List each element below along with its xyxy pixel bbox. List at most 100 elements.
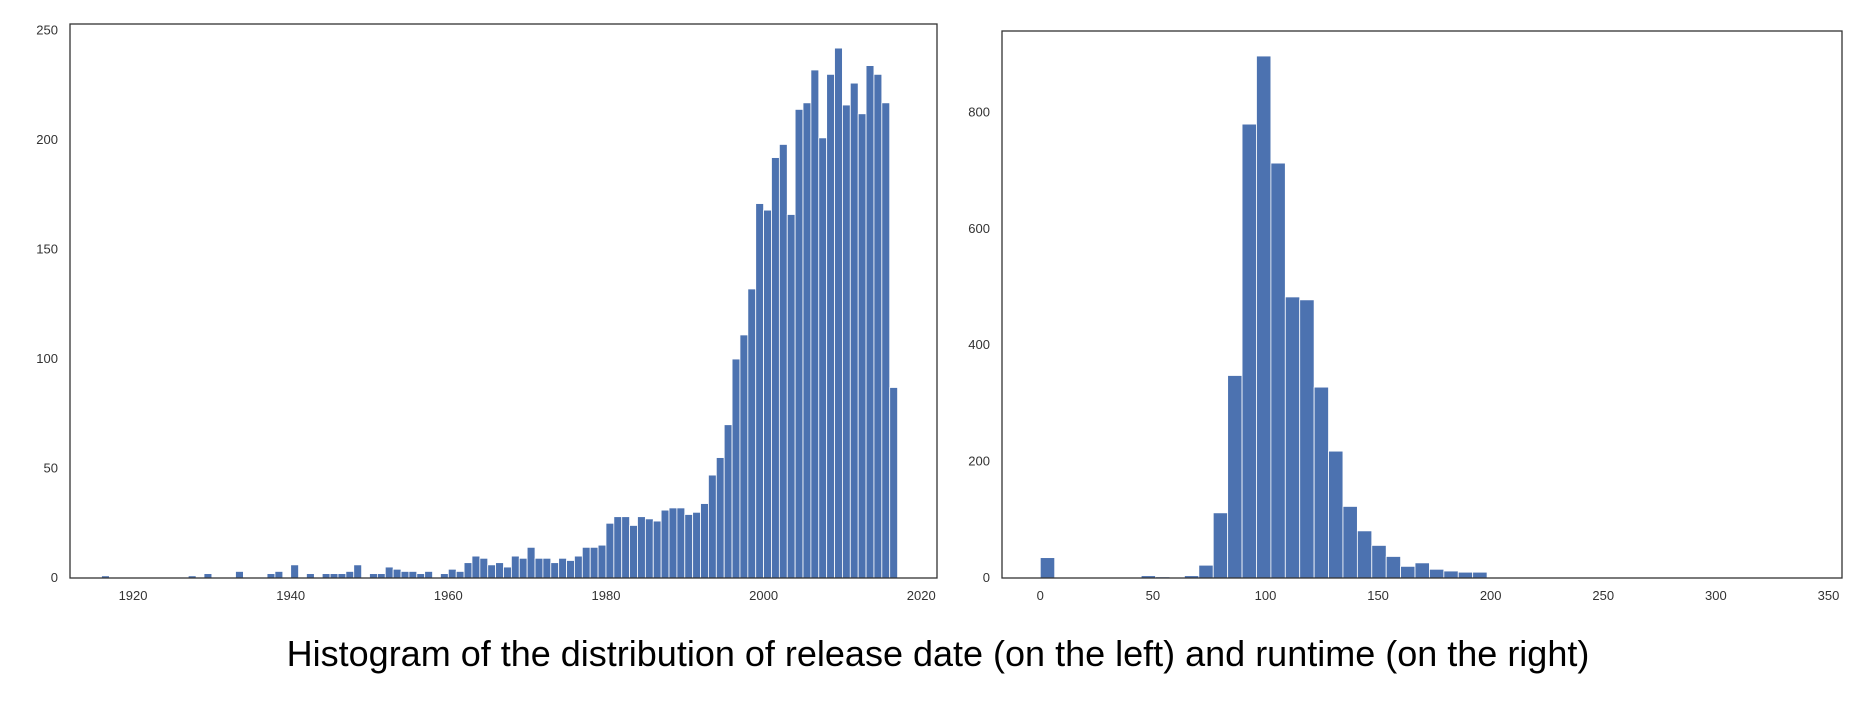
release-date-y-tick-label: 0 [51,570,58,585]
release-date-bar [353,564,363,579]
release-date-bar [479,557,489,579]
release-date-bar [676,507,686,579]
release-date-bar [487,564,497,579]
release-date-bar [321,573,331,579]
release-date-bar [889,387,898,579]
release-date-bar [629,525,638,579]
charts-figure: 1920 1940 1960 1980 2000 2020050100150200250 … [36,23,1843,603]
release-date-bar [345,571,355,579]
release-date-bar [708,474,717,579]
runtime-bar [1371,545,1387,579]
runtime-x-tick-label: 0 [1037,588,1044,603]
runtime-bar [1313,386,1329,579]
release-date-x-tick-label: 2020 [907,588,936,603]
release-date-bar [542,557,552,579]
runtime-axes-frame [1001,30,1843,579]
runtime-bar [1443,570,1459,579]
release-date-bar [510,555,520,579]
release-date-bar [440,573,449,579]
release-date-bar [763,209,772,579]
release-date-bar [715,457,725,579]
release-date-bar [597,544,607,579]
release-date-bar [826,73,835,579]
release-date-bar [235,571,244,579]
release-date-bar [739,334,749,579]
runtime-bar [1342,506,1358,579]
release-date-bar [463,562,473,579]
runtime-bar [1414,562,1430,579]
release-date-bar [274,571,284,579]
runtime-x-tick-label: 50 [1146,588,1160,603]
release-date-bar [424,571,433,579]
release-date-y-tick-label: 150 [36,242,58,257]
runtime-bar [1457,571,1474,579]
runtime-bar [1400,565,1416,579]
runtime-bar [1299,299,1315,579]
release-date-bar [881,102,891,579]
release-date-x-tick-label: 1980 [592,588,621,603]
release-date-bar [755,203,765,579]
runtime-bar [1429,568,1445,579]
release-date-x-tick-label: 1920 [119,588,148,603]
release-date-bar [447,568,457,579]
release-date-bar [810,69,820,579]
release-date-bar [865,65,875,579]
release-date-bar [794,108,804,579]
release-date-bar [621,516,631,579]
runtime-bar [1284,296,1301,579]
runtime-y-tick-label: 800 [968,104,990,119]
release-date-bar [329,573,339,579]
release-date-bar [684,514,694,579]
release-date-bar [700,503,709,579]
runtime-bar [1385,556,1402,579]
runtime-x-tick-label: 250 [1592,588,1614,603]
release-date-bar [266,573,276,579]
runtime-x-tick-label: 100 [1255,588,1277,603]
runtime-bar [1241,123,1257,579]
runtime-histogram: 0 50 100 150 200 250 300 350 0 200 400 600 800 [968,30,1843,603]
release-date-bar [668,507,678,579]
release-date-bar [818,137,828,579]
release-date-bar [786,214,796,579]
release-date-bar [306,573,315,579]
release-date-bar [637,516,646,579]
runtime-bar [1198,564,1214,579]
release-date-bar [660,509,670,579]
runtime-bar [1212,512,1229,579]
release-date-bar [526,546,536,579]
runtime-y-tick-label: 400 [968,337,990,352]
runtime-x-tick-label: 350 [1818,588,1840,603]
release-date-y-tick-label: 50 [44,461,58,476]
release-date-histogram: 1920 1940 1960 1980 2000 2020 0 50 100 150 200 250 [36,23,938,603]
runtime-x-tick-label: 150 [1367,588,1389,603]
release-date-bar [471,555,481,579]
release-date-y-tick-label: 100 [36,351,58,366]
release-date-bar [589,546,599,579]
release-date-bar [842,104,851,579]
runtime-bar [1328,450,1344,579]
runtime-bar [1270,162,1286,579]
runtime-y-tick-label: 600 [968,221,990,236]
release-date-bar [503,566,512,579]
release-date-bar [550,562,560,579]
release-date-bar [834,47,843,579]
release-date-bar [613,516,623,579]
release-date-bar [400,571,410,579]
runtime-bar [1472,571,1488,579]
release-date-bar [376,573,386,579]
release-date-bar [574,555,583,579]
release-date-bar [652,520,662,579]
release-date-bar [644,518,654,579]
figure-caption: Histogram of the distribution of release… [286,633,1590,674]
release-date-bar [455,571,465,579]
release-date-x-tick-label: 1940 [276,588,305,603]
runtime-bar [1256,55,1272,579]
release-date-bar [605,522,615,579]
release-date-bar [581,546,591,579]
release-date-bar [416,573,426,579]
release-date-bar [558,557,567,579]
release-date-bar [692,511,701,579]
release-date-bar [408,571,418,579]
release-date-bar [495,562,504,579]
runtime-bar [1227,375,1243,579]
